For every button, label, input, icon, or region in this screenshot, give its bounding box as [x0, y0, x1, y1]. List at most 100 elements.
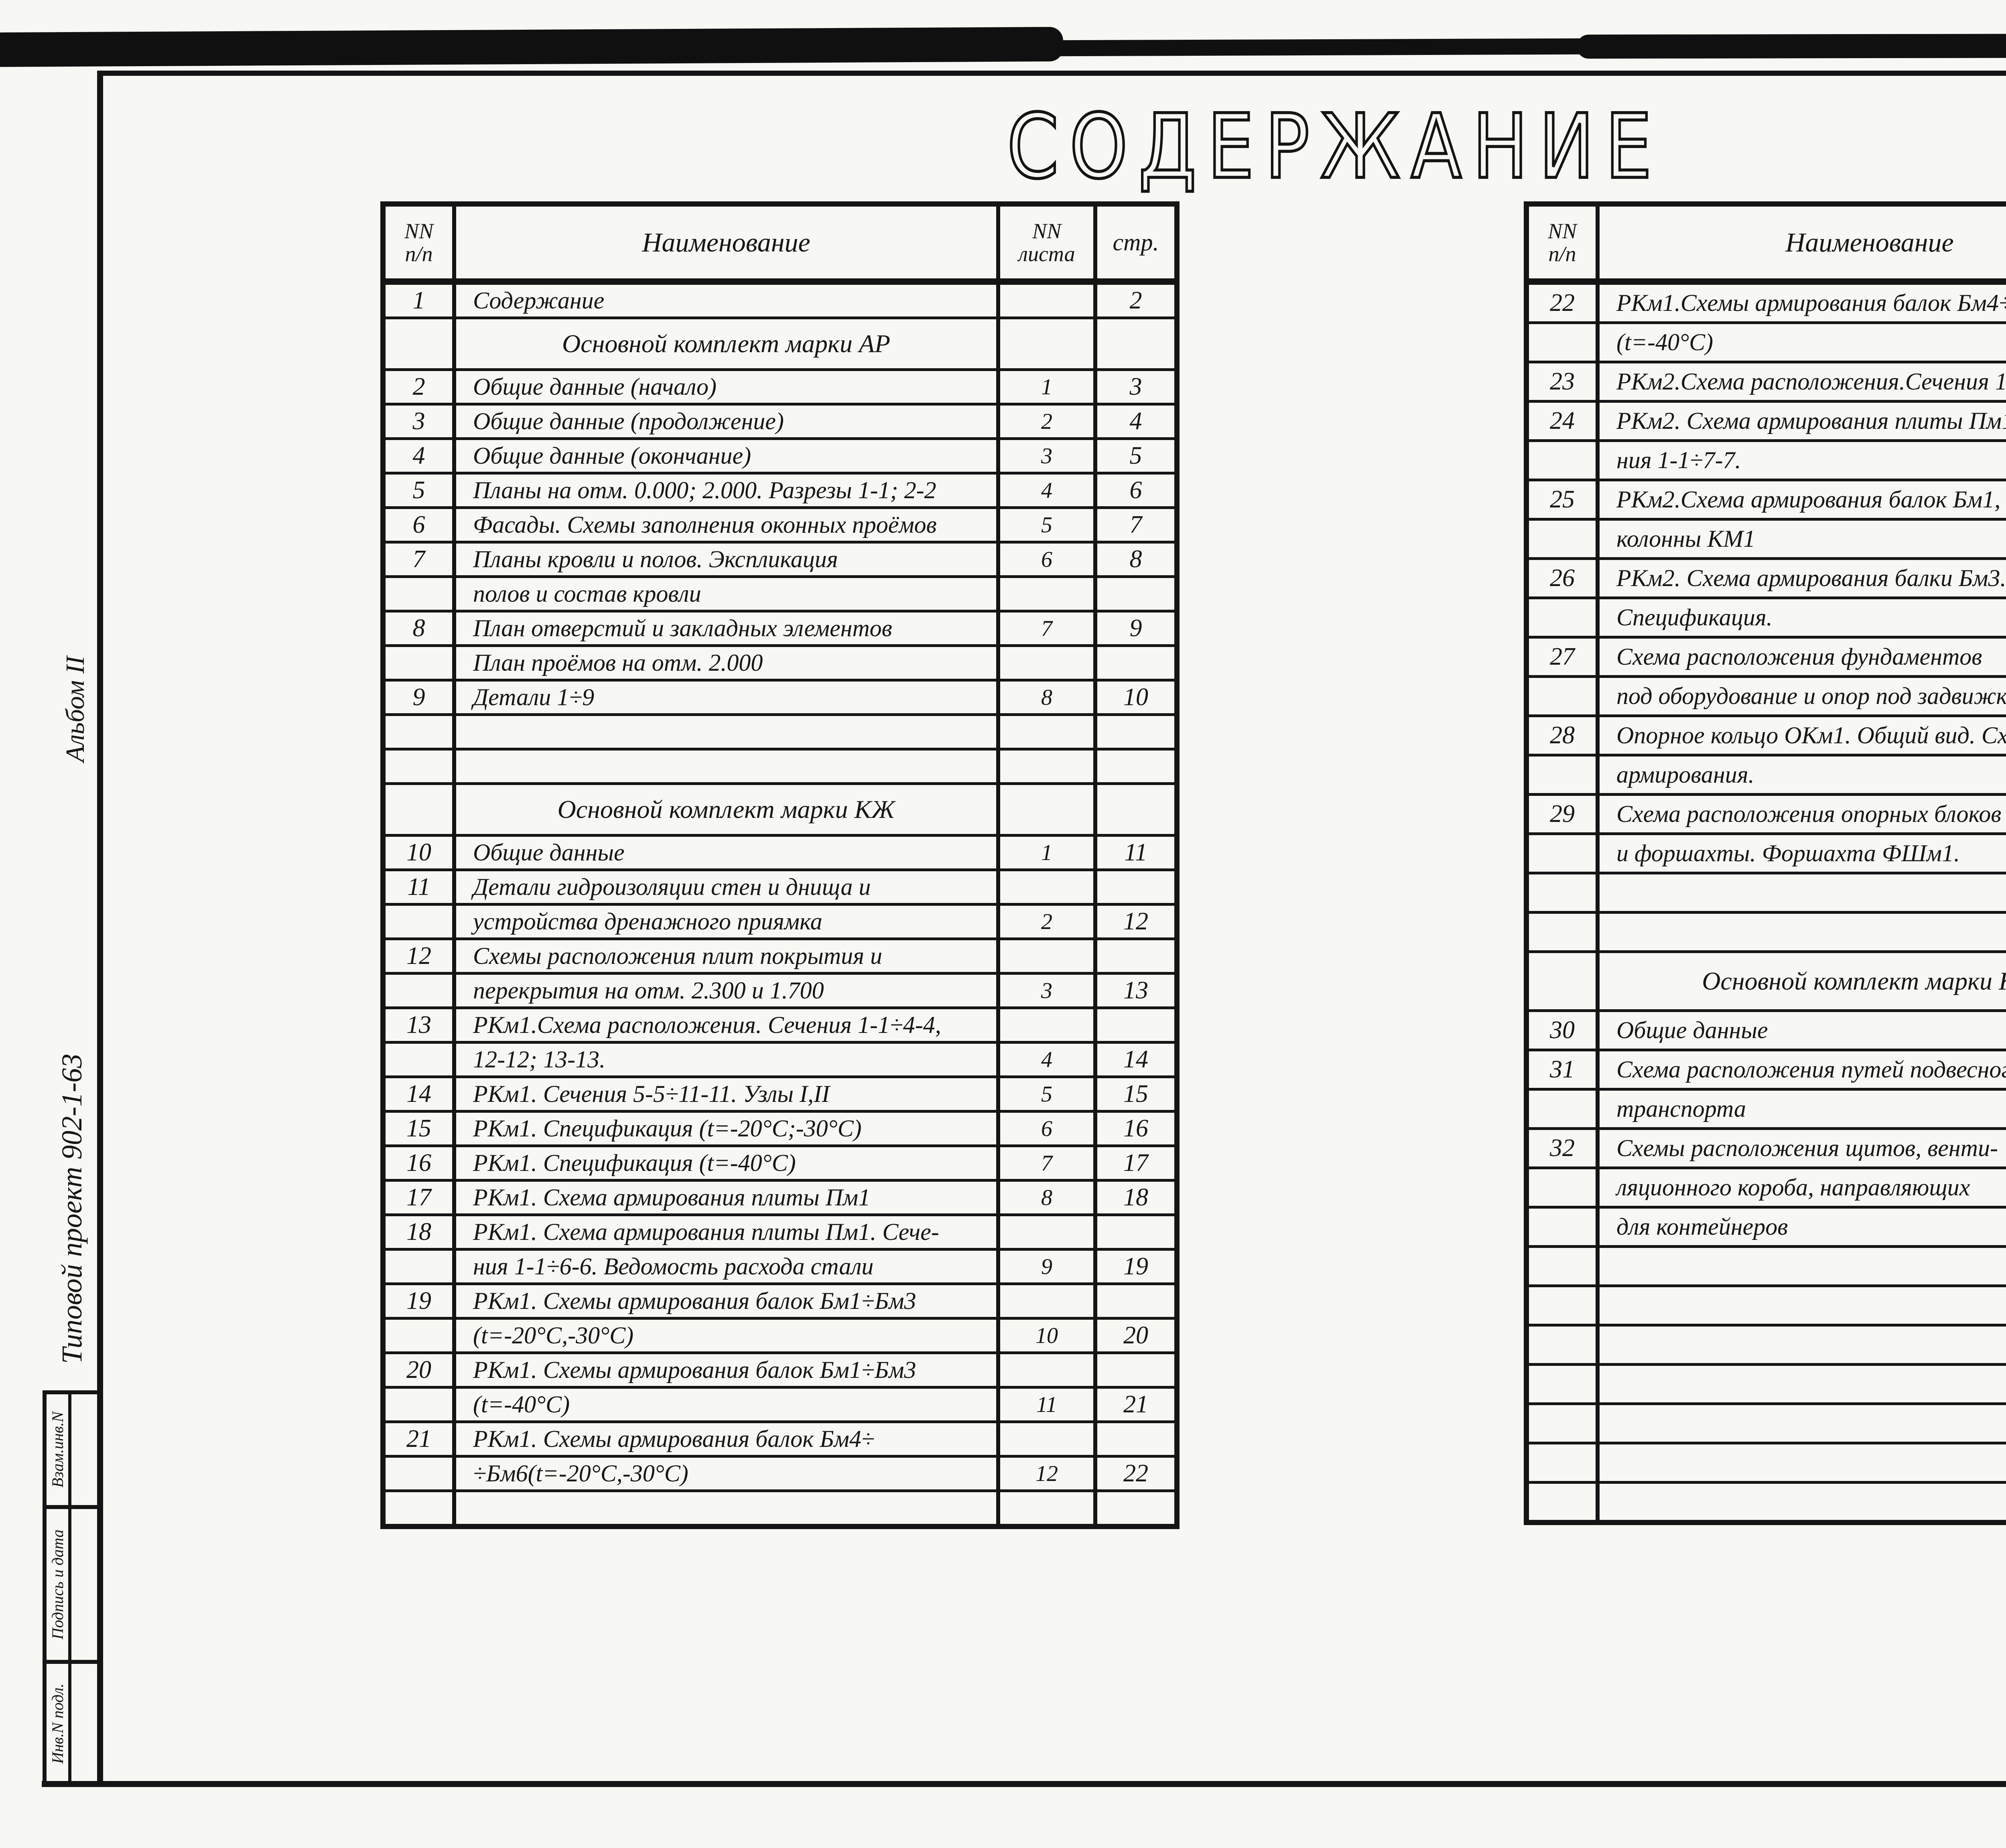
row-name: для контейнеров — [1600, 1209, 2006, 1245]
table-row: 4 Общие данные (окончание) 3 5 — [386, 437, 1174, 472]
row-page — [1097, 716, 1174, 748]
row-name: Схема расположения опорных блоков — [1600, 796, 2006, 832]
row-name — [1600, 1287, 2006, 1324]
row-name: ния 1-1÷6-6. Ведомость расхода стали — [456, 1251, 1000, 1282]
row-sheet: 4 — [1000, 475, 1097, 506]
row-sheet — [1000, 647, 1097, 679]
header-col-num: NN п/п — [386, 207, 456, 278]
row-name: РКм2.Схема армирования балок Бм1, Бм2, — [1600, 481, 2006, 518]
row-sheet: 1 — [1000, 837, 1097, 868]
table-row: 16 РКм1. Спецификация (t=-40°C) 7 17 — [386, 1144, 1174, 1179]
row-num: 14 — [386, 1078, 456, 1110]
row-page — [1097, 785, 1174, 834]
row-num: 19 — [386, 1285, 456, 1317]
stamp-cell-inv-podl: Инв.N подл. — [43, 1660, 103, 1787]
frame-bottom-line — [42, 1781, 2006, 1787]
stamp-cell-label: Взам.инв.N — [47, 1394, 71, 1505]
table-row: 29 Схема расположения опорных блоков — [1529, 793, 2006, 832]
stamp-cell-label: Инв.N подл. — [47, 1664, 71, 1783]
table-row: армирования.1929 — [1529, 754, 2006, 793]
table-row: 8 План отверстий и закладных элементов 7 9 — [386, 610, 1174, 644]
row-sheet: 2 — [1000, 406, 1097, 437]
table-row: транспорта232 — [1529, 1088, 2006, 1127]
row-sheet — [1000, 578, 1097, 610]
row-name: ния 1-1÷7-7. — [1600, 442, 2006, 479]
row-num: 23 — [1529, 363, 1600, 400]
row-num: 29 — [1529, 796, 1600, 832]
header-col-name: Наименование — [1600, 207, 2006, 278]
stamp-cell-text: Инв.N подл. — [48, 1683, 67, 1764]
table-row: (t=-40°C) 11 21 — [386, 1386, 1174, 1420]
table-row: (t=-20°C,-30°C) 10 20 — [386, 1317, 1174, 1351]
row-num: 17 — [386, 1182, 456, 1213]
row-name: ляционного короба, направляющих — [1600, 1169, 2006, 1206]
scan-smudge-band — [1576, 32, 2006, 59]
sidebar-project-label: Типовой проект 902-1-63 — [56, 1053, 88, 1364]
row-name: устройства дренажного приямка — [456, 906, 1000, 937]
row-name: РКм2. Схема армирования плиты Пм1. Сече- — [1600, 403, 2006, 439]
header-col-sheet: NN листа — [1000, 207, 1097, 278]
row-num — [386, 319, 456, 368]
table-row: 21 РКм1. Схемы армирования балок Бм4÷ — [386, 1420, 1174, 1455]
row-page: 18 — [1123, 1184, 1148, 1211]
row-num — [386, 647, 456, 679]
row-sheet: 5 — [1000, 1078, 1097, 1110]
contents-table-left: NN п/п Наименование NN листа стр. 1 Содержание 2… — [380, 201, 1180, 1529]
table-row: ÷Бм6(t=-20°C,-30°C) 12 22 — [386, 1455, 1174, 1489]
row-name: Содержание — [456, 285, 1000, 316]
row-page: 17 — [1123, 1149, 1148, 1177]
table-row: 20 РКм1. Схемы армирования балок Бм1÷Бм3 — [386, 1351, 1174, 1386]
row-num: 25 — [1529, 481, 1600, 518]
table-row — [1529, 1481, 2006, 1520]
table-row: Основной комплект марки КМ — [1529, 950, 2006, 1009]
row-page — [1097, 1423, 1174, 1455]
row-num: 4 — [386, 440, 456, 472]
row-name: Основной комплект марки КМ — [1600, 953, 2006, 1009]
row-name: РКм1.Схема расположения. Сечения 1-1÷4-4… — [456, 1009, 1000, 1041]
row-num — [1529, 953, 1600, 1009]
table-row: 15 РКм1. Спецификация (t=-20°C;-30°C) 6 16 — [386, 1110, 1174, 1144]
row-num: 2 — [386, 371, 456, 403]
row-num — [386, 1389, 456, 1420]
row-sheet: 6 — [1000, 544, 1097, 575]
row-sheet: 11 — [1000, 1389, 1097, 1420]
row-page — [1097, 871, 1174, 903]
row-sheet: 1 — [1000, 371, 1097, 403]
table-header-row: NN п/п Наименование NN листа стр. — [386, 207, 1174, 282]
row-sheet: 7 — [1000, 613, 1097, 644]
table-row: ляционного короба, направляющих — [1529, 1166, 2006, 1206]
header-col-name: Наименование — [456, 207, 1000, 278]
row-num — [1529, 678, 1600, 714]
stamp-cell-label: Подпись и дата — [47, 1509, 71, 1660]
table-row: 32 Схемы расположения щитов, венти- — [1529, 1127, 2006, 1166]
row-page — [1097, 1492, 1174, 1524]
row-num — [1529, 1484, 1600, 1520]
row-sheet: 9 — [1000, 1251, 1097, 1282]
row-name: Детали 1÷9 — [456, 682, 1000, 713]
row-name: Основной комплект марки КЖ — [456, 785, 1000, 834]
row-page: 6 — [1129, 477, 1142, 504]
row-num: 28 — [1529, 717, 1600, 754]
row-num — [386, 1458, 456, 1489]
row-sheet — [1000, 1423, 1097, 1455]
row-name — [1600, 1444, 2006, 1481]
table-row: (t=-40°C)1323 — [1529, 321, 2006, 361]
row-num: 31 — [1529, 1051, 1600, 1088]
row-name — [1600, 874, 2006, 911]
row-name — [1600, 1327, 2006, 1363]
row-name: полов и состав кровли — [456, 578, 1000, 610]
table-row — [1529, 1363, 2006, 1402]
stamp-cell-podpis-data: Подпись и дата — [43, 1505, 103, 1664]
row-name: Схемы расположения плит покрытия и — [456, 940, 1000, 972]
row-sheet — [1000, 716, 1097, 748]
row-num: 18 — [386, 1216, 456, 1248]
row-page: 3 — [1129, 373, 1142, 400]
row-sheet: 2 — [1000, 906, 1097, 937]
row-num — [1529, 324, 1600, 361]
row-sheet — [1000, 1492, 1097, 1524]
row-name: армирования. — [1600, 757, 2006, 793]
row-name: Схема расположения путей подвесного — [1600, 1051, 2006, 1088]
row-name: перекрытия на отм. 2.300 и 1.700 — [456, 975, 1000, 1006]
table-row: ния 1-1÷6-6. Ведомость расхода стали 9 19 — [386, 1248, 1174, 1282]
scan-smudge-band — [0, 26, 1064, 67]
